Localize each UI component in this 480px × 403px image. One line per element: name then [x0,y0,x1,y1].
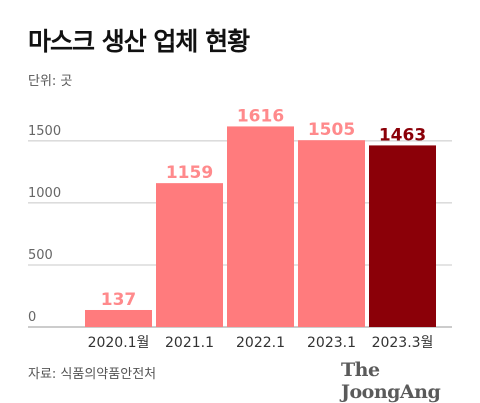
y-tick-label: 1500 [28,124,61,139]
value-label: 1505 [308,120,355,140]
category-label: 2022.1 [236,335,285,351]
category-label: 2023.3월 [372,335,434,351]
y-tick-label: 500 [28,248,53,263]
publisher-logo: The JoongAng [341,359,441,403]
chart-title: 마스크 생산 업체 현황 [28,27,250,56]
value-labels: 137 1159 1616 1505 1463 [101,106,426,310]
bar-2020.1월 [85,309,152,327]
source-note: 자료: 식품의약품안전처 [28,367,157,382]
bars [85,126,436,328]
y-tick-label: 1000 [28,186,61,201]
bar-2022.1 [227,126,294,328]
value-label: 137 [101,290,137,310]
category-label: 2020.1월 [88,335,150,351]
y-tick-label: 0 [28,310,36,325]
category-label: 2021.1 [165,335,214,351]
category-label: 2023.1 [307,335,356,351]
category-labels: 2020.1월 2021.1 2022.1 2023.1 2023.3월 [88,335,434,351]
unit-label: 단위: 곳 [28,74,73,89]
value-label: 1159 [166,163,213,183]
value-label: 1463 [379,125,426,145]
bar-2021.1 [156,183,223,327]
value-label: 1616 [237,106,284,126]
bar-2023.1 [298,140,365,327]
bar-2023.3월 [369,145,436,327]
